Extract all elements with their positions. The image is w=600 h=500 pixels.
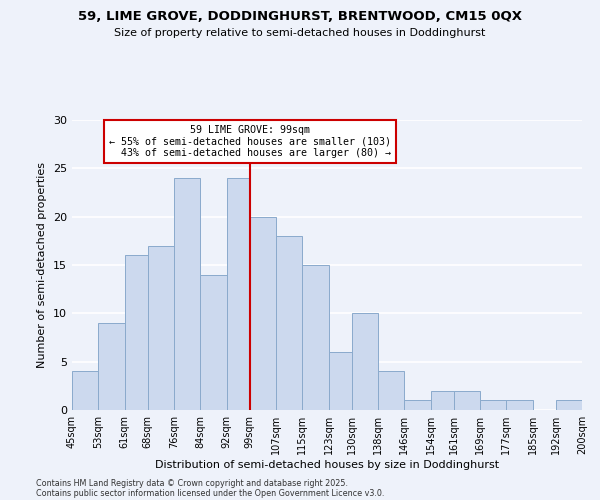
Bar — [556, 400, 582, 410]
X-axis label: Distribution of semi-detached houses by size in Doddinghurst: Distribution of semi-detached houses by … — [155, 460, 499, 470]
Bar — [454, 390, 480, 410]
Bar — [250, 216, 276, 410]
Bar — [125, 256, 148, 410]
Bar — [200, 274, 227, 410]
Text: 59, LIME GROVE, DODDINGHURST, BRENTWOOD, CM15 0QX: 59, LIME GROVE, DODDINGHURST, BRENTWOOD,… — [78, 10, 522, 23]
Bar — [302, 265, 329, 410]
Bar — [329, 352, 352, 410]
Bar — [431, 390, 454, 410]
Y-axis label: Number of semi-detached properties: Number of semi-detached properties — [37, 162, 47, 368]
Text: 59 LIME GROVE: 99sqm
← 55% of semi-detached houses are smaller (103)
  43% of se: 59 LIME GROVE: 99sqm ← 55% of semi-detac… — [109, 125, 391, 158]
Bar — [480, 400, 506, 410]
Bar — [174, 178, 200, 410]
Bar — [148, 246, 174, 410]
Bar — [378, 372, 404, 410]
Bar — [352, 314, 378, 410]
Bar — [98, 323, 125, 410]
Bar — [276, 236, 302, 410]
Text: Contains public sector information licensed under the Open Government Licence v3: Contains public sector information licen… — [36, 488, 385, 498]
Bar — [404, 400, 431, 410]
Bar — [227, 178, 250, 410]
Bar — [72, 372, 98, 410]
Text: Contains HM Land Registry data © Crown copyright and database right 2025.: Contains HM Land Registry data © Crown c… — [36, 478, 348, 488]
Text: Size of property relative to semi-detached houses in Doddinghurst: Size of property relative to semi-detach… — [115, 28, 485, 38]
Bar — [506, 400, 533, 410]
